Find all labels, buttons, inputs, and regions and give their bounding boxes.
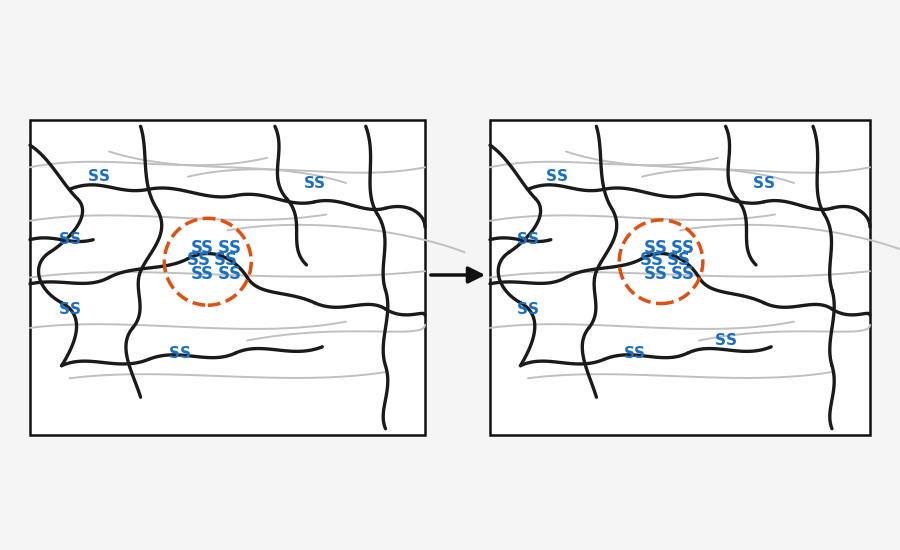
Text: S: S bbox=[518, 232, 528, 247]
Text: S: S bbox=[528, 301, 539, 316]
Text: S: S bbox=[715, 333, 725, 348]
Text: S: S bbox=[58, 232, 69, 247]
Text: S: S bbox=[725, 333, 736, 348]
Text: S: S bbox=[651, 251, 663, 269]
Text: S: S bbox=[518, 301, 528, 316]
Text: S: S bbox=[634, 345, 645, 361]
Bar bbox=[30, 120, 425, 435]
Text: S: S bbox=[624, 345, 634, 361]
Text: S: S bbox=[678, 251, 689, 269]
Text: S: S bbox=[69, 232, 80, 247]
Text: S: S bbox=[528, 232, 539, 247]
Bar bbox=[30, 120, 425, 435]
Text: S: S bbox=[670, 265, 682, 283]
Text: S: S bbox=[763, 175, 775, 190]
Text: S: S bbox=[670, 239, 682, 256]
Text: S: S bbox=[229, 265, 241, 283]
Text: S: S bbox=[644, 239, 656, 256]
Text: S: S bbox=[214, 251, 226, 269]
Text: S: S bbox=[169, 345, 180, 361]
Text: S: S bbox=[229, 239, 241, 256]
Text: S: S bbox=[654, 265, 667, 283]
Text: S: S bbox=[197, 251, 210, 269]
Text: S: S bbox=[314, 175, 325, 190]
Text: S: S bbox=[202, 265, 213, 283]
Text: S: S bbox=[556, 169, 567, 184]
Text: S: S bbox=[191, 239, 202, 256]
Text: S: S bbox=[69, 301, 80, 316]
Text: S: S bbox=[218, 239, 230, 256]
Text: S: S bbox=[218, 265, 230, 283]
Bar bbox=[490, 120, 870, 435]
Text: S: S bbox=[752, 175, 764, 190]
Text: S: S bbox=[681, 239, 693, 256]
Text: S: S bbox=[667, 251, 679, 269]
Text: S: S bbox=[186, 251, 199, 269]
Text: S: S bbox=[681, 265, 693, 283]
Text: S: S bbox=[644, 265, 656, 283]
Text: S: S bbox=[202, 239, 213, 256]
Text: S: S bbox=[88, 169, 99, 184]
Text: S: S bbox=[545, 169, 556, 184]
Text: S: S bbox=[654, 239, 667, 256]
Text: S: S bbox=[640, 251, 652, 269]
Bar bbox=[490, 120, 870, 435]
Text: S: S bbox=[58, 301, 69, 316]
Text: S: S bbox=[225, 251, 237, 269]
Text: S: S bbox=[303, 175, 314, 190]
Text: S: S bbox=[180, 345, 191, 361]
Text: S: S bbox=[99, 169, 110, 184]
Text: S: S bbox=[191, 265, 202, 283]
